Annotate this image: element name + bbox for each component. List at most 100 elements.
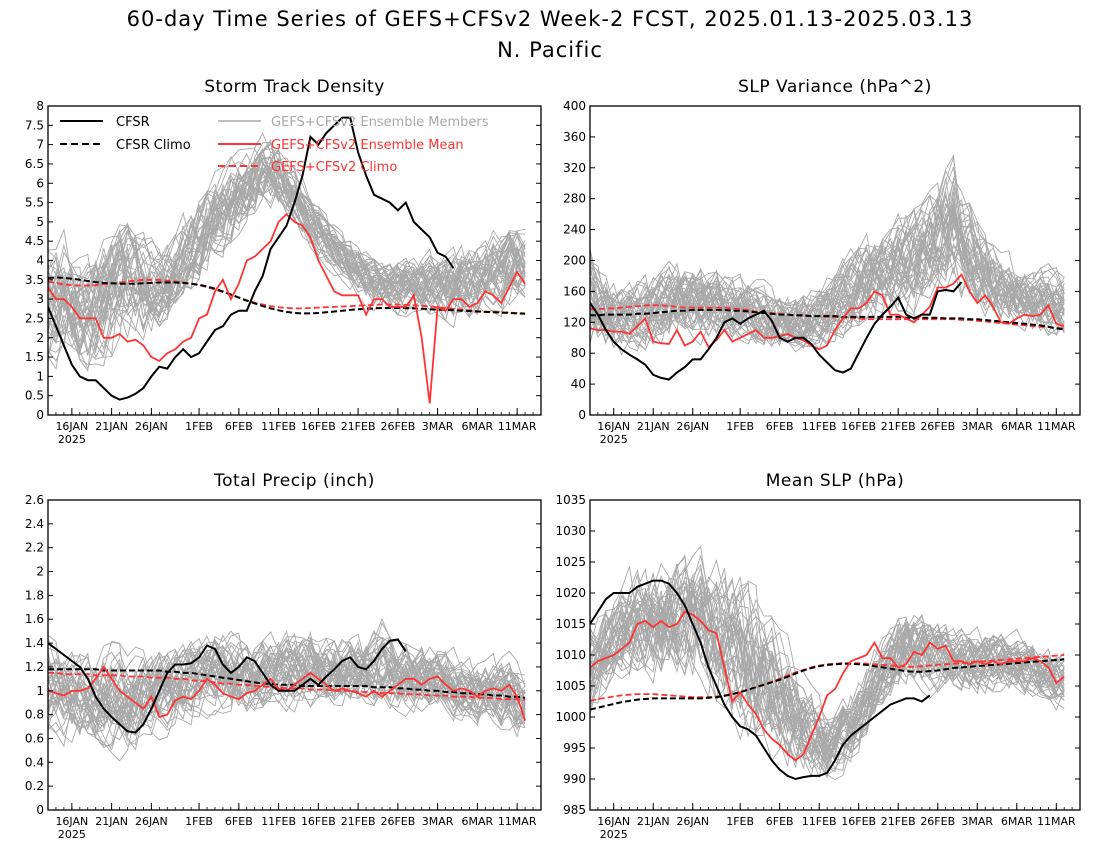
total-precip-ytick-label: 2.2 <box>25 541 44 555</box>
slp-variance-frame <box>589 105 1081 416</box>
slp-variance-ytick-label: 0 <box>578 408 586 422</box>
storm-track-density-ytick-label: 6 <box>36 176 44 190</box>
slp-variance-year-label: 2025 <box>600 433 628 446</box>
storm-track-density-title: Storm Track Density <box>204 77 385 97</box>
total-precip-xtick-label: 3MAR <box>422 815 454 828</box>
mean-slp-xtick-label: 21JAN <box>637 815 670 828</box>
slp-variance-member-line <box>590 191 1065 346</box>
mean-slp-xtick-label: 16FEB <box>841 815 876 828</box>
slp-variance-ytick-label: 360 <box>563 130 586 144</box>
storm-track-density-member-line <box>48 161 526 319</box>
storm-track-density-xtick-label: 11MAR <box>498 420 537 433</box>
mean-slp-climo-line <box>590 654 1065 702</box>
legend-members-label: GEFS+CFSv2 Ensemble Members <box>271 115 489 130</box>
storm-track-density-xtick-label: 16JAN <box>55 420 88 433</box>
total-precip-member-line <box>48 641 526 733</box>
legend: CFSR CFSR Climo GEFS+CFSv2 Ensemble Memb… <box>60 115 489 175</box>
storm-track-density-member-line <box>48 141 526 341</box>
mean-slp-ensemble-members <box>590 545 1065 781</box>
storm-track-density-panel: Storm Track Density 0 0.5 1 1.5 2 2.5 3 3.5 4 4.5 5… <box>25 77 542 446</box>
slp-variance-member-line <box>590 215 1065 346</box>
total-precip-member-line <box>48 633 526 728</box>
slp-variance-member-line <box>590 204 1065 351</box>
total-precip-member-line <box>48 646 526 722</box>
slp-variance-member-line <box>590 229 1065 353</box>
storm-track-density-ytick-label: 1 <box>36 369 44 383</box>
total-precip-ytick-label: 1.6 <box>25 612 44 626</box>
total-precip-xtick-label: 1FEB <box>185 815 213 828</box>
legend-mean-label: GEFS+CFSv2 Ensemble Mean <box>271 138 464 153</box>
mean-slp-xtick-label: 26FEB <box>920 815 955 828</box>
slp-variance-ytick-label: 40 <box>571 377 586 391</box>
storm-track-density-member-line <box>48 157 526 353</box>
total-precip-xtick-label: 16FEB <box>301 815 336 828</box>
slp-variance-xtick-label: 3MAR <box>961 420 993 433</box>
mean-slp-member-line <box>590 584 1065 767</box>
storm-track-density-member-line <box>48 153 526 331</box>
total-precip-climo-line <box>48 672 526 702</box>
figure-subtitle: N. Pacific <box>497 38 603 62</box>
mean-slp-ytick-label: 1005 <box>555 679 586 693</box>
slp-variance-xtick-label: 1FEB <box>726 420 754 433</box>
slp-variance-title: SLP Variance (hPa^2) <box>738 77 932 97</box>
storm-track-density-cfsr-climo-line <box>48 276 526 315</box>
total-precip-ytick-label: 0.2 <box>25 779 44 793</box>
mean-slp-ytick-label: 995 <box>563 741 586 755</box>
mean-slp-member-line <box>590 568 1065 758</box>
slp-variance-xtick-label: 26FEB <box>920 420 955 433</box>
legend-cfsr-label: CFSR <box>116 115 150 130</box>
total-precip-ytick-label: 1.8 <box>25 588 44 602</box>
slp-variance-ytick-label: 80 <box>571 346 586 360</box>
mean-slp-title: Mean SLP (hPa) <box>766 471 905 491</box>
legend-climo-label: GEFS+CFSv2 Climo <box>271 160 397 175</box>
total-precip-xtick-label: 6FEB <box>225 815 253 828</box>
slp-variance-panel: SLP Variance (hPa^2) 0 40 80 120 160 200 240 280… <box>563 77 1081 446</box>
slp-variance-cfsr-climo-line <box>590 308 1065 331</box>
total-precip-ytick-label: 2.6 <box>25 493 44 507</box>
slp-variance-member-line <box>590 181 1065 342</box>
total-precip-ytick-label: 2 <box>36 565 44 579</box>
storm-track-density-mean-line <box>48 212 526 404</box>
mean-slp-xtick-label: 21FEB <box>881 815 916 828</box>
mean-slp-xtick-label: 11MAR <box>1037 815 1076 828</box>
total-precip-cfsr-climo-line <box>48 668 526 699</box>
total-precip-xtick-label: 11FEB <box>261 815 296 828</box>
mean-slp-ytick-label: 990 <box>563 772 586 786</box>
mean-slp-ytick-label: 1015 <box>555 617 586 631</box>
mean-slp-xtick-label: 3MAR <box>961 815 993 828</box>
total-precip-ytick-label: 2.4 <box>25 517 44 531</box>
total-precip-xtick-label: 26FEB <box>380 815 415 828</box>
mean-slp-ytick-label: 1010 <box>555 648 586 662</box>
mean-slp-member-line <box>590 581 1065 779</box>
mean-slp-ytick-label: 1030 <box>555 524 586 538</box>
slp-variance-ytick-label: 120 <box>563 315 586 329</box>
mean-slp-member-line <box>590 576 1065 770</box>
mean-slp-ytick-label: 1035 <box>555 493 586 507</box>
storm-track-density-xtick-label: 21FEB <box>341 420 376 433</box>
figure-title: 60-day Time Series of GEFS+CFSv2 Week-2 … <box>127 7 974 31</box>
storm-track-density-xtick-label: 16FEB <box>301 420 336 433</box>
slp-variance-member-line <box>590 213 1065 341</box>
total-precip-member-line <box>48 631 526 728</box>
slp-variance-xtick-label: 11FEB <box>802 420 837 433</box>
mean-slp-ytick-label: 1000 <box>555 710 586 724</box>
slp-variance-member-line <box>590 204 1065 345</box>
total-precip-ytick-label: 1.2 <box>25 660 44 674</box>
storm-track-density-xtick-label: 1FEB <box>185 420 213 433</box>
mean-slp-xtick-label: 26JAN <box>676 815 709 828</box>
mean-slp-xtick-label: 6FEB <box>766 815 794 828</box>
mean-slp-xtick-label: 11FEB <box>802 815 837 828</box>
slp-variance-ytick-label: 160 <box>563 284 586 298</box>
slp-variance-member-line <box>590 180 1065 335</box>
total-precip-title: Total Precip (inch) <box>213 471 375 491</box>
slp-variance-xtick-label: 16FEB <box>841 420 876 433</box>
slp-variance-member-line <box>590 169 1065 348</box>
slp-variance-xtick-label: 6MAR <box>1001 420 1033 433</box>
mean-slp-member-line <box>590 558 1065 759</box>
slp-variance-ytick-label: 320 <box>563 161 586 175</box>
slp-variance-xtick-label: 21FEB <box>881 420 916 433</box>
slp-variance-member-line <box>590 203 1065 335</box>
storm-track-density-ytick-label: 2.5 <box>25 311 44 325</box>
slp-variance-ytick-label: 400 <box>563 99 586 113</box>
